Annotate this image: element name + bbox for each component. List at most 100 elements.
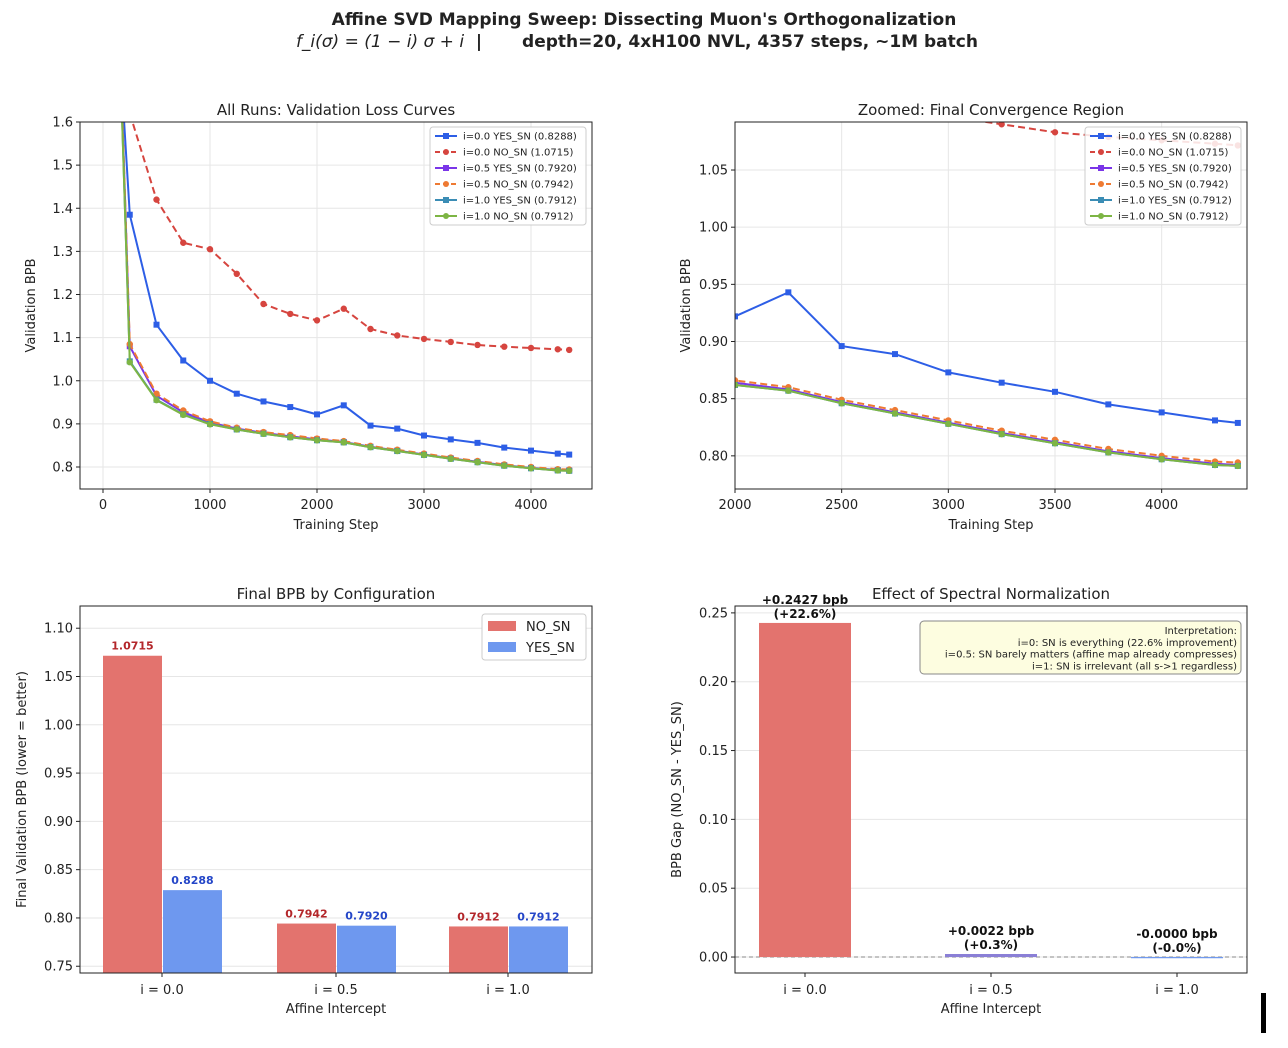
legend-label: YES_SN xyxy=(525,641,575,656)
x-tick-label: i = 1.0 xyxy=(1155,983,1198,998)
legend-label: i=0.5 YES_SN (0.7920) xyxy=(1118,164,1232,175)
data-point-i0_yes xyxy=(233,390,240,397)
x-tick-label: i = 0.0 xyxy=(140,983,183,998)
data-point-i1_no xyxy=(206,421,214,428)
y-tick-label: 0.8 xyxy=(52,461,73,476)
data-point-i0_yes xyxy=(260,398,267,405)
data-point-i0_yes xyxy=(1052,388,1058,395)
series-line-i1_no xyxy=(735,383,1238,467)
data-point-i1_no xyxy=(420,451,428,459)
gap-percent-label: (+22.6%) xyxy=(774,607,837,621)
data-point-i0_yes xyxy=(892,351,898,358)
plot-frame xyxy=(79,605,593,974)
data-point-i0_no xyxy=(180,239,187,246)
legend-marker-square xyxy=(443,133,449,139)
data-point-i0_yes xyxy=(1212,417,1218,424)
data-point-i05_yes xyxy=(679,372,685,378)
data-point-i1_no xyxy=(1105,449,1112,456)
data-point-i0_yes xyxy=(1105,401,1112,408)
x-tick-label: 4000 xyxy=(1145,498,1178,513)
legend-marker-square xyxy=(1098,165,1104,171)
legend-label: i=1.0 YES_SN (0.7912) xyxy=(463,196,577,207)
y-tick-label: 1.3 xyxy=(52,245,73,260)
y-tick-label: 0.9 xyxy=(52,417,73,432)
data-point-i0_yes xyxy=(421,432,428,439)
data-point-i05_yes xyxy=(625,363,631,369)
x-axis-label: Affine Intercept xyxy=(941,1002,1042,1017)
data-point-i0_no xyxy=(447,338,454,346)
y-tick-label: 1.1 xyxy=(52,331,73,346)
data-point-i0_yes xyxy=(180,357,187,364)
data-point-i0_yes xyxy=(566,451,573,458)
data-point-i05_no xyxy=(518,331,524,337)
y-tick-label: 0.85 xyxy=(44,863,73,878)
data-point-i0_yes xyxy=(998,379,1005,386)
data-point-i05_yes xyxy=(465,308,471,314)
legend-marker-circle xyxy=(1098,181,1104,187)
x-tick-label: i = 0.0 xyxy=(783,983,826,998)
series-line-i05_no xyxy=(735,379,1238,464)
x-tick-label: 2000 xyxy=(718,498,751,513)
data-point-i0_no xyxy=(998,122,1005,128)
x-tick-label: 1000 xyxy=(193,498,226,513)
legend-label: i=1.0 NO_SN (0.7912) xyxy=(463,212,573,223)
data-point-i0_no xyxy=(367,325,374,333)
gap-bar xyxy=(759,622,851,958)
y-tick-label: 1.00 xyxy=(44,718,73,733)
x-axis-label: Affine Intercept xyxy=(286,1002,387,1017)
data-point-i05_no xyxy=(678,368,684,374)
interpretation-annotation: Interpretation:i=0: SN is everything (22… xyxy=(919,620,1242,675)
data-point-i1_yes xyxy=(519,339,525,345)
chart-title: Final BPB by Configuration xyxy=(237,585,436,603)
data-point-i0_yes xyxy=(447,436,454,443)
legend-label: i=0.5 YES_SN (0.7920) xyxy=(463,164,577,175)
data-point-i0_no xyxy=(260,300,267,308)
data-point-i0_yes xyxy=(314,411,321,418)
x-tick-label: 3000 xyxy=(932,498,965,513)
data-point-i1_no xyxy=(287,434,294,441)
gap-percent-label: (+0.3%) xyxy=(964,938,1018,952)
data-point-i05_no xyxy=(412,258,418,264)
data-point-i1_no xyxy=(1051,440,1059,447)
data-point-i0_no xyxy=(420,335,428,343)
y-axis-label: Final Validation BPB (lower = better) xyxy=(15,671,30,908)
gap-percent-label: (-0.0%) xyxy=(1152,941,1201,955)
plot-frame xyxy=(734,121,1248,490)
bar-no-sn xyxy=(449,926,508,973)
y-tick-label: 1.4 xyxy=(52,202,73,217)
suptitle-formula: f_i(σ) = (1 − i) σ + i xyxy=(296,32,464,52)
data-point-i0_no xyxy=(233,270,240,278)
data-point-i1_yes xyxy=(572,353,578,359)
y-tick-label: 0.80 xyxy=(44,911,73,926)
y-tick-label: 0.20 xyxy=(699,675,728,690)
data-point-i1_no xyxy=(313,437,321,444)
y-tick-label: 1.05 xyxy=(44,670,73,685)
bar-value-label: 0.7912 xyxy=(457,910,499,923)
legend-marker-circle xyxy=(1098,213,1104,219)
data-point-i05_no xyxy=(625,360,631,366)
chart-title: All Runs: Validation Loss Curves xyxy=(217,101,456,119)
data-point-i1_no xyxy=(785,387,792,394)
y-tick-label: 0.85 xyxy=(699,392,728,407)
x-tick-label: 2000 xyxy=(300,498,333,513)
data-point-i0_yes xyxy=(153,321,160,328)
suptitle-line2: depth=20, 4xH100 NVL, 4357 steps, ~1M ba… xyxy=(522,32,978,52)
legend: i=0.0 YES_SN (0.8288) i=0.0 NO_SN (1.0715… xyxy=(429,126,587,226)
legend-patch xyxy=(488,621,516,631)
plot-frame xyxy=(79,121,593,490)
legend-label: i=0.5 NO_SN (0.7942) xyxy=(1118,180,1228,191)
data-point-i0_no xyxy=(838,87,844,93)
x-tick-label: 0 xyxy=(99,498,107,513)
chart-title: Effect of Spectral Normalization xyxy=(872,585,1110,603)
legend: NO_SN YES_SN xyxy=(481,613,587,661)
data-point-i05_no xyxy=(465,303,471,309)
plot-area xyxy=(121,122,573,475)
legend-label: i=1.0 YES_SN (0.7912) xyxy=(1118,196,1232,207)
data-point-i05_no xyxy=(153,390,160,397)
data-point-i1_yes xyxy=(625,365,631,371)
bar-no-sn xyxy=(277,923,336,973)
data-point-i1_no xyxy=(625,365,631,371)
data-point-i0_yes xyxy=(625,279,631,285)
x-tick-label: 3000 xyxy=(407,498,440,513)
